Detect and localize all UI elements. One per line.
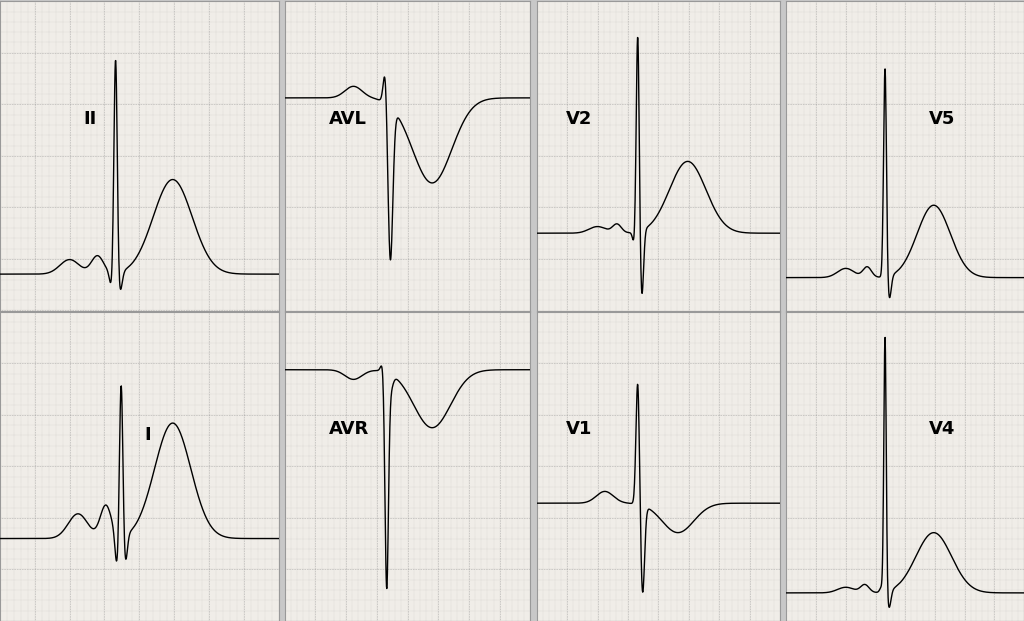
Text: II: II [84, 110, 97, 128]
Text: V1: V1 [566, 420, 592, 438]
Text: V2: V2 [566, 110, 592, 128]
Text: AVR: AVR [329, 420, 370, 438]
Text: V5: V5 [929, 110, 955, 128]
Text: I: I [144, 427, 152, 445]
Text: AVL: AVL [329, 110, 367, 128]
Text: V4: V4 [929, 420, 955, 438]
